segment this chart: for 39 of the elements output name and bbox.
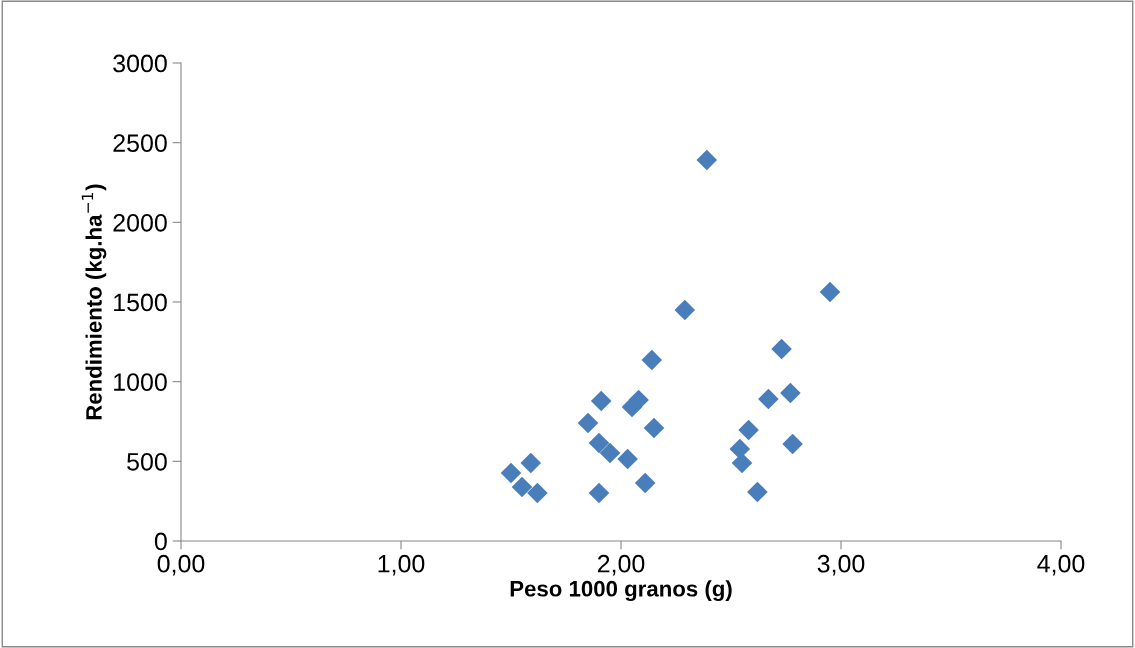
x-tick-label: 3,00 (817, 554, 865, 576)
point (782, 433, 803, 455)
x-tick-label: 1,00 (378, 554, 425, 576)
point (771, 338, 792, 360)
point (588, 482, 610, 504)
y-tick-label: 500 (127, 452, 167, 471)
y-tick-label: 2000 (113, 213, 167, 232)
x-tick-label: 0,00 (157, 554, 205, 576)
point (599, 442, 621, 464)
x-tick-label: 4,00 (1037, 554, 1085, 576)
point (641, 349, 663, 371)
point (500, 462, 522, 484)
point (747, 481, 768, 503)
point (527, 482, 548, 504)
y-axis-title: Rendimiento (kg.ha$^{−1}$) (81, 184, 107, 420)
point (696, 149, 718, 171)
y-tick-label: 0 (154, 532, 167, 551)
point (731, 452, 753, 474)
x-tick-label: 2,00 (597, 554, 645, 576)
point (738, 419, 759, 441)
point (780, 382, 801, 404)
point (617, 448, 638, 470)
point (628, 389, 649, 411)
y-tick-label: 3000 (113, 54, 167, 73)
x-axis-title: Peso 1000 granos (g) (510, 580, 732, 602)
point (588, 432, 610, 454)
point (729, 438, 751, 460)
point (819, 281, 841, 303)
point (634, 472, 656, 494)
y-tick-label: 1000 (114, 373, 167, 391)
y-tick-label: 1500 (114, 293, 167, 312)
point (643, 417, 665, 439)
point (674, 299, 696, 321)
point (577, 412, 599, 434)
point (590, 390, 612, 412)
point (511, 476, 533, 498)
point (758, 388, 779, 410)
y-tick-label: 2500 (113, 134, 167, 152)
point (520, 452, 542, 474)
